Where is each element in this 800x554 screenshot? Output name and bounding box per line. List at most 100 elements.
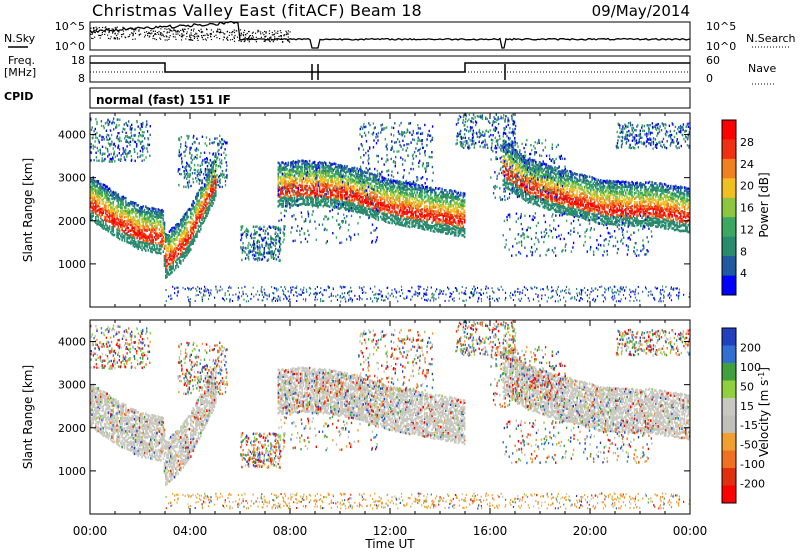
power-cell bbox=[290, 161, 292, 164]
power-cell bbox=[551, 184, 553, 188]
nsearch-dot bbox=[228, 34, 230, 36]
power-cell bbox=[285, 179, 287, 183]
power-cell bbox=[141, 212, 143, 215]
power-cell bbox=[363, 183, 366, 187]
power-cell bbox=[331, 170, 333, 174]
power-cell bbox=[361, 203, 363, 206]
power-cell bbox=[153, 228, 156, 231]
power-cell bbox=[345, 208, 347, 211]
power-cell bbox=[320, 203, 322, 207]
power-cell bbox=[143, 213, 146, 217]
power-cell bbox=[198, 225, 201, 228]
power-cell bbox=[356, 177, 358, 180]
power-cell bbox=[143, 211, 146, 214]
power-cell bbox=[106, 191, 108, 194]
power-cell bbox=[383, 200, 386, 203]
power-cell bbox=[421, 202, 423, 205]
power-cell bbox=[185, 240, 187, 243]
power-cell bbox=[396, 217, 398, 221]
power-cell bbox=[322, 188, 325, 191]
power-cell bbox=[366, 204, 368, 207]
power-cell bbox=[333, 177, 336, 180]
power-cell bbox=[100, 224, 102, 228]
nsearch-dot bbox=[287, 39, 289, 41]
power-cell bbox=[152, 248, 155, 251]
power-cell bbox=[328, 171, 331, 174]
power-cell bbox=[298, 191, 301, 195]
power-cell bbox=[357, 206, 360, 210]
power-cell bbox=[172, 262, 175, 265]
power-cell bbox=[120, 234, 122, 238]
power-cell bbox=[106, 200, 108, 204]
power-cell bbox=[312, 165, 315, 169]
power-cell bbox=[392, 196, 395, 199]
power-cell bbox=[121, 195, 123, 199]
power-cell bbox=[98, 195, 101, 199]
power-cell bbox=[378, 209, 381, 212]
power-cell bbox=[103, 191, 106, 194]
power-cell bbox=[198, 214, 201, 217]
nsearch-dot bbox=[96, 27, 98, 30]
power-cell bbox=[293, 161, 296, 165]
power-cell bbox=[352, 209, 355, 213]
power-cell bbox=[335, 180, 337, 183]
power-cell bbox=[398, 201, 401, 205]
power-cell bbox=[90, 213, 92, 216]
power-cell bbox=[147, 216, 150, 220]
power-cell bbox=[137, 225, 140, 229]
power-cell bbox=[123, 216, 126, 219]
power-cell bbox=[135, 201, 137, 205]
power-cell bbox=[351, 202, 353, 205]
power-cell bbox=[158, 209, 161, 212]
power-cell bbox=[115, 211, 117, 215]
power-cell bbox=[350, 189, 352, 193]
power-cell bbox=[347, 195, 350, 199]
power-cell bbox=[151, 246, 153, 249]
power-cell bbox=[118, 237, 121, 241]
power-cell bbox=[328, 184, 331, 187]
power-cell bbox=[152, 207, 155, 210]
power-cell bbox=[116, 193, 118, 197]
power-cell bbox=[335, 187, 337, 191]
nsearch-dot bbox=[271, 34, 273, 36]
power-cell bbox=[365, 179, 367, 183]
nsearch-dot bbox=[95, 29, 97, 31]
power-cell bbox=[362, 187, 365, 190]
power-cell bbox=[455, 231, 457, 234]
nsearch-dot bbox=[173, 30, 175, 32]
power-cell bbox=[300, 167, 302, 170]
nsearch-dot bbox=[112, 29, 114, 31]
power-cell bbox=[208, 178, 211, 181]
nsearch-dot bbox=[219, 38, 221, 40]
power-cell bbox=[185, 237, 187, 241]
power-cell bbox=[161, 240, 163, 243]
power-cell bbox=[128, 229, 131, 232]
power-cell bbox=[161, 228, 163, 232]
power-cell bbox=[96, 198, 98, 202]
power-cell bbox=[296, 186, 298, 190]
power-cell bbox=[197, 228, 200, 231]
power-cell bbox=[112, 195, 115, 198]
power-cell bbox=[212, 198, 215, 201]
power-cell bbox=[103, 183, 106, 187]
power-cell bbox=[105, 223, 107, 226]
power-cell bbox=[371, 191, 373, 194]
power-cell bbox=[127, 219, 130, 222]
power-cell bbox=[107, 211, 110, 214]
power-cell bbox=[131, 223, 133, 227]
power-cell bbox=[152, 241, 155, 244]
power-cell bbox=[121, 206, 123, 210]
power-cell bbox=[388, 187, 391, 191]
power-cell bbox=[333, 162, 336, 166]
power-cell bbox=[136, 220, 138, 223]
power-cell bbox=[421, 208, 423, 211]
power-cell bbox=[336, 206, 338, 209]
power-cell bbox=[390, 193, 392, 196]
power-cell bbox=[371, 180, 373, 183]
power-cell bbox=[293, 199, 296, 202]
power-cell bbox=[576, 173, 578, 176]
power-cell bbox=[182, 247, 185, 250]
power-cell bbox=[146, 245, 148, 249]
power-cell bbox=[336, 199, 338, 202]
power-echo-layer bbox=[90, 113, 691, 303]
